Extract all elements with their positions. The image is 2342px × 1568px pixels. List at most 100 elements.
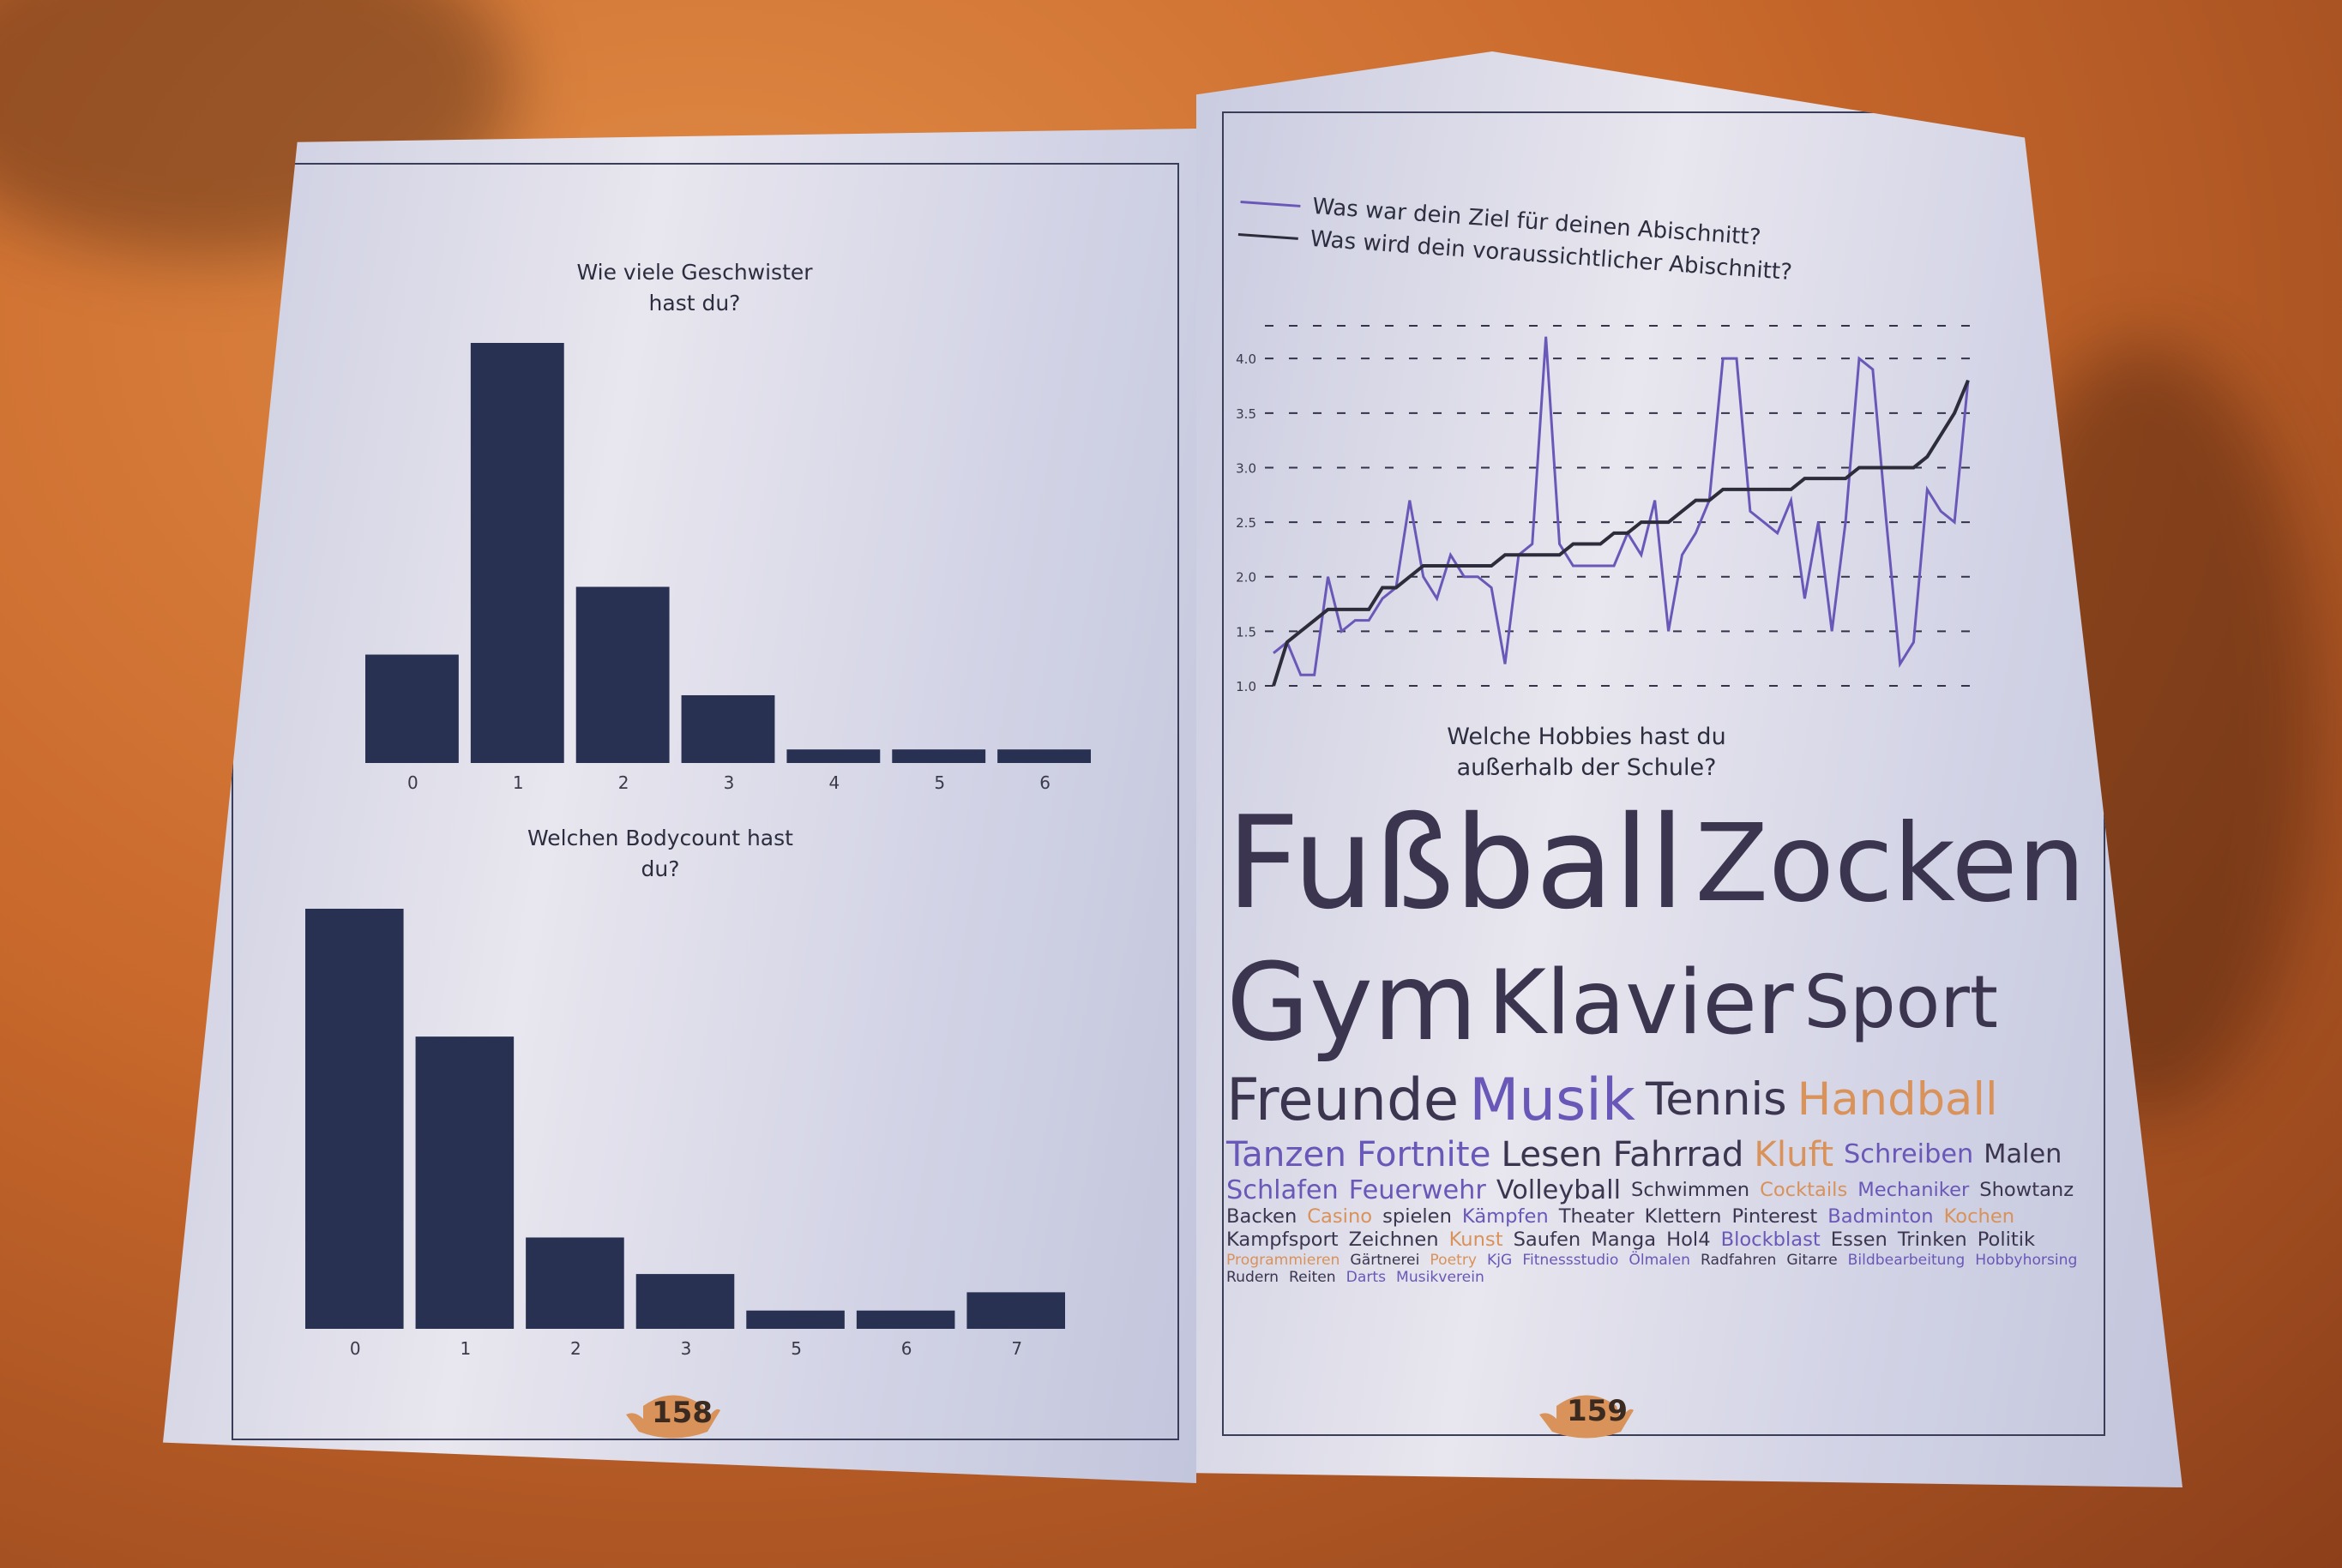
line-chart-abischnitt: 1.0 1.5 2.0 2.5 3.0 3.5 4.0 (1236, 325, 1977, 694)
word-schlafen: Schlafen (1226, 1174, 1339, 1205)
left-page: Wie viele Geschwister hast du? 0 1 2 3 4 5 6 W… (163, 129, 1196, 1483)
y-tick-label: 2.5 (1236, 515, 1256, 531)
bar-1 (415, 1036, 515, 1329)
word-kampfsport: Kampfsport (1226, 1229, 1339, 1252)
bar-7 (966, 1292, 1065, 1329)
chart-title-geschwister: Wie viele Geschwister hast du? (576, 260, 813, 315)
word-feuerwehr: Feuerwehr (1348, 1174, 1486, 1205)
word-cloud-hobbies: Fußball Zocken Gym Klavier Sport Freunde Musik… (1226, 789, 2092, 1380)
y-tick-label: 4.0 (1236, 351, 1256, 367)
word-ölmalen: Ölmalen (1629, 1251, 1690, 1269)
word-saufen: Saufen (1513, 1229, 1581, 1252)
word-cocktails: Cocktails (1760, 1179, 1848, 1202)
word-tennis: Tennis (1645, 1073, 1787, 1126)
legend-swatch (1237, 232, 1298, 240)
y-tick-label: 1.5 (1236, 624, 1256, 640)
word-mechaniker: Mechaniker (1857, 1179, 1970, 1202)
bar-2 (575, 586, 670, 763)
word-trinken: Trinken (1897, 1229, 1967, 1252)
x-tick-label: 6 (1039, 772, 1051, 793)
word-kluft: Kluft (1754, 1133, 1834, 1175)
x-tick-label: 6 (901, 1338, 912, 1359)
bar-chart-geschwister: 0 1 2 3 4 5 6 (365, 343, 1091, 793)
bar-3 (681, 694, 775, 763)
y-tick-label: 2.0 (1236, 570, 1256, 586)
x-tick-label: 0 (407, 772, 418, 793)
bar-5 (892, 749, 986, 763)
page-number: 158 (652, 1396, 713, 1430)
bar-1 (470, 343, 564, 763)
word-blockblast: Blockblast (1720, 1229, 1821, 1252)
word-essen: Essen (1830, 1229, 1887, 1252)
word-darts: Darts (1346, 1269, 1387, 1287)
word-gym: Gym (1226, 939, 1478, 1065)
word-kämpfen: Kämpfen (1461, 1205, 1549, 1229)
bar-5 (746, 1310, 845, 1329)
x-tick-label: 1 (513, 772, 524, 793)
series-line-ziel (1273, 336, 1970, 676)
x-tick-label: 5 (934, 772, 945, 793)
word-schreiben: Schreiben (1844, 1138, 1974, 1169)
word-klettern: Klettern (1644, 1205, 1722, 1229)
x-tick-label: 0 (350, 1338, 361, 1359)
series-line-voraussichtlich (1272, 379, 1970, 687)
word-malen: Malen (1984, 1138, 2062, 1169)
word-radfahren: Radfahren (1700, 1251, 1777, 1269)
word-programmieren: Programmieren (1226, 1251, 1340, 1269)
x-tick-label: 3 (681, 1338, 692, 1359)
word-schwimmen: Schwimmen (1631, 1179, 1750, 1202)
page-frame (232, 163, 1179, 1440)
x-tick-label: 2 (570, 1338, 581, 1359)
word-bildbearbeitung: Bildbearbeitung (1847, 1251, 1966, 1269)
x-tick-label: 4 (828, 772, 840, 793)
word-kunst: Kunst (1448, 1229, 1503, 1252)
bar-6 (856, 1310, 955, 1329)
word-musikverein: Musikverein (1396, 1269, 1484, 1287)
x-tick-label: 2 (618, 772, 629, 793)
y-tick-label: 1.0 (1236, 679, 1256, 694)
bar-4 (786, 749, 881, 763)
bar-6 (997, 749, 1091, 763)
word-musik: Musik (1469, 1066, 1635, 1134)
word-casino: Casino (1307, 1205, 1373, 1229)
word-rudern: Rudern (1226, 1269, 1279, 1287)
chart-title-hobbies: Welche Hobbies hast du außerhalb der Sch… (1447, 724, 1726, 781)
word-handball: Handball (1797, 1073, 1998, 1126)
x-tick-label: 5 (791, 1338, 802, 1359)
word-backen: Backen (1226, 1205, 1297, 1229)
legend-swatch (1240, 200, 1301, 207)
word-lesen: Lesen (1501, 1133, 1603, 1175)
word-gärtnerei: Gärtnerei (1350, 1251, 1420, 1269)
teapot-icon (1539, 1395, 1634, 1439)
word-freunde: Freunde (1226, 1066, 1460, 1134)
word-zocken: Zocken (1695, 801, 2086, 927)
word-fußball: Fußball (1226, 790, 1685, 938)
word-hol4: Hol4 (1666, 1229, 1711, 1252)
x-tick-label: 7 (1011, 1338, 1022, 1359)
bar-3 (635, 1274, 735, 1329)
word-poetry: Poetry (1430, 1251, 1478, 1269)
word-fitnessstudio: Fitnessstudio (1522, 1251, 1619, 1269)
word-badminton: Badminton (1827, 1205, 1934, 1229)
word-sport: Sport (1803, 959, 1998, 1044)
bar-2 (526, 1237, 624, 1329)
word-volleyball: Volleyball (1496, 1174, 1621, 1205)
right-page: Was war dein Ziel für deinen Abischnitt?… (1196, 51, 2182, 1487)
word-hobbyhorsing: Hobbyhorsing (1975, 1251, 2078, 1269)
word-politik: Politik (1977, 1229, 2036, 1252)
word-pinterest: Pinterest (1731, 1205, 1818, 1229)
teapot-icon (626, 1395, 720, 1439)
word-theater: Theater (1558, 1205, 1635, 1229)
bar-0 (305, 909, 404, 1329)
word-zeichnen: Zeichnen (1348, 1229, 1439, 1252)
word-spielen: spielen (1382, 1205, 1452, 1229)
x-tick-label: 1 (460, 1338, 471, 1359)
y-tick-label: 3.5 (1236, 406, 1256, 422)
word-klavier: Klavier (1487, 951, 1794, 1054)
bar-chart-bodycount: 0 1 2 3 5 6 7 (305, 909, 1065, 1359)
bar-0 (365, 654, 459, 763)
page-number: 159 (1567, 1394, 1628, 1428)
word-fahrrad: Fahrrad (1612, 1133, 1744, 1175)
word-manga: Manga (1591, 1229, 1657, 1252)
word-kjg: KjG (1487, 1251, 1513, 1269)
